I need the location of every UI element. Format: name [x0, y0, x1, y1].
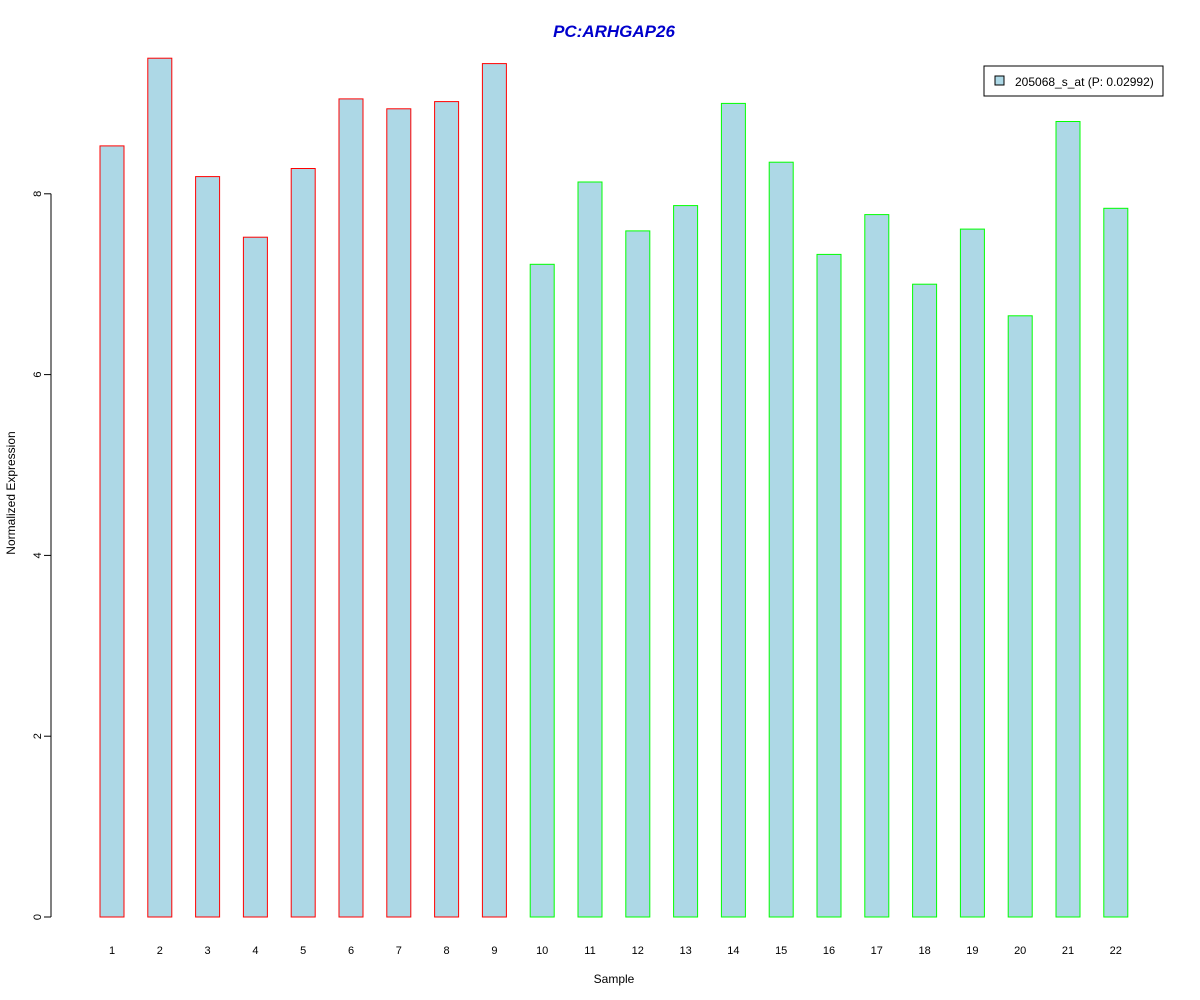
bar-sample-1: [99, 145, 125, 918]
bar-sample-6: [338, 98, 364, 918]
bar-sample-20: [1007, 315, 1033, 918]
x-tick-label: 20: [1014, 945, 1026, 957]
bar-sample-13: [673, 205, 699, 918]
x-tick-label: 2: [157, 945, 163, 957]
y-axis: 0 2 4 6 8: [32, 191, 52, 920]
x-tick-label: 19: [966, 945, 978, 957]
y-tick-label: 4: [32, 552, 44, 558]
bar-sample-5: [290, 168, 316, 918]
bar-sample-2: [147, 57, 173, 918]
x-tick-label: 10: [536, 945, 548, 957]
x-tick-label: 3: [205, 945, 211, 957]
bar-sample-19: [959, 228, 985, 918]
x-tick-label: 7: [396, 945, 402, 957]
x-tick-label: 11: [584, 945, 595, 957]
y-tick-label: 6: [32, 372, 44, 378]
x-tick-label: 4: [252, 945, 258, 957]
y-axis-title: Normalized Expression: [4, 431, 18, 554]
bar-sample-8: [434, 101, 460, 918]
y-tick-label: 0: [32, 914, 44, 920]
x-tick-label: 13: [679, 945, 691, 957]
x-tick-label: 15: [775, 945, 787, 957]
legend-box: [983, 65, 1164, 97]
x-tick-label: 16: [823, 945, 835, 957]
x-tick-label: 1: [109, 945, 115, 957]
bars-group: [99, 57, 1129, 918]
bar-sample-4: [242, 236, 268, 918]
x-tick-labels: 1 2 3 4 5 6 7 8 9 10 11 12 13 14 15 16 17 18 19 20 21 22: [109, 945, 1122, 957]
bar-sample-11: [577, 181, 603, 918]
chart-title: PC:ARHGAP26: [553, 22, 675, 41]
x-tick-label: 8: [444, 945, 450, 957]
bar-sample-3: [195, 176, 221, 918]
x-axis-title: Sample: [594, 972, 635, 986]
bar-sample-16: [816, 253, 842, 918]
bar-sample-12: [625, 230, 651, 918]
bar-sample-17: [864, 214, 890, 918]
bar-sample-22: [1103, 207, 1129, 918]
bar-sample-15: [768, 161, 794, 918]
x-tick-label: 17: [871, 945, 883, 957]
x-tick-label: 5: [300, 945, 306, 957]
x-tick-label: 9: [491, 945, 497, 957]
bar-sample-7: [386, 108, 412, 918]
legend-swatch: [994, 75, 1005, 86]
bar-sample-14: [720, 102, 746, 918]
bar-sample-21: [1055, 121, 1081, 918]
x-tick-label: 21: [1062, 945, 1074, 957]
x-tick-label: 22: [1110, 945, 1122, 957]
y-tick-label: 8: [32, 191, 44, 197]
x-tick-label: 18: [918, 945, 930, 957]
bar-sample-10: [529, 263, 555, 918]
y-tick-label: 2: [32, 733, 44, 739]
x-tick-label: 14: [727, 945, 739, 957]
legend: 205068_s_at (P: 0.02992): [983, 65, 1164, 97]
bar-sample-18: [912, 283, 938, 918]
x-tick-label: 12: [632, 945, 644, 957]
legend-label: 205068_s_at (P: 0.02992): [1015, 75, 1154, 89]
bar-sample-9: [481, 63, 507, 918]
x-tick-label: 6: [348, 945, 354, 957]
